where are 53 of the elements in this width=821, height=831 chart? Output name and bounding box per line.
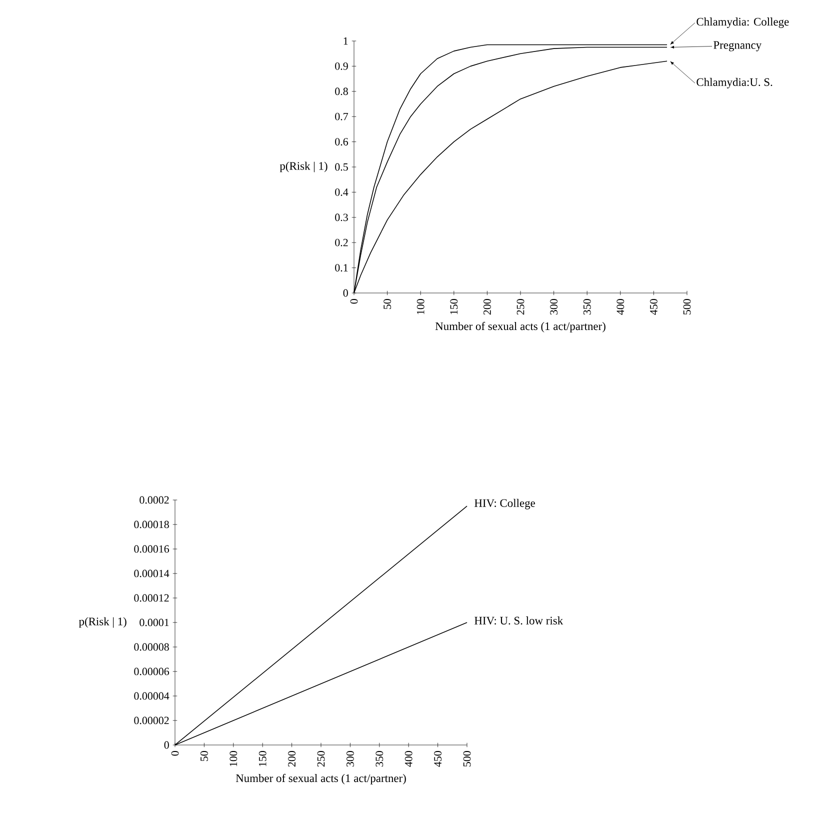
y-axis-title: p(Risk | 1)	[280, 162, 328, 172]
x-axis-title: Number of sexual acts (1 act/partner)	[236, 774, 406, 784]
x-tick-label: 250	[516, 299, 524, 315]
x-tick-label: 100	[416, 299, 424, 314]
x-tick-label: 50	[200, 751, 208, 761]
y-tick-label: 0	[343, 289, 348, 297]
y-tick-label: 1	[344, 37, 348, 45]
y-tick-label: 0.7	[335, 112, 348, 120]
x-tick-label: 300	[346, 751, 354, 767]
y-tick-label: 0.00018	[134, 520, 169, 528]
x-tick-label: 400	[404, 751, 412, 767]
y-tick-label: 0.00012	[134, 594, 169, 602]
x-tick-label: 450	[650, 299, 658, 315]
y-axis-title: p(Risk | 1)	[78, 617, 126, 628]
y-tick-label: 0.4	[335, 188, 348, 196]
y-tick-label: 0.6	[335, 138, 348, 146]
x-tick-label: 500	[683, 299, 691, 314]
y-tick-label: 0.00002	[134, 716, 169, 724]
y-tick-label: 0.00004	[134, 692, 170, 700]
x-axis-title: Number of sexual acts (1 act/partner)	[435, 322, 606, 332]
y-tick-label: 0.8	[335, 88, 348, 96]
x-tick-label: 500	[463, 751, 471, 766]
x-tick-label: 200	[288, 751, 296, 767]
x-tick-label: 100	[230, 751, 238, 766]
y-tick-label: 0.5	[335, 163, 348, 171]
text: Chlamydia:U. S.	[696, 78, 772, 88]
y-tick-label: 0.3	[335, 214, 348, 222]
y-tick-label: 0.0002	[140, 496, 169, 504]
y-tick-label: 0.00016	[134, 545, 170, 553]
x-tick-label: 350	[376, 751, 384, 767]
y-tick-label: 0.00014	[134, 570, 170, 578]
y-tick-label: 0.00006	[134, 668, 170, 676]
x-tick-label: 400	[616, 299, 624, 315]
x-tick-label: 350	[583, 299, 591, 315]
y-tick-label: 0.2	[335, 238, 348, 246]
y-tick-label: 0.00008	[134, 643, 169, 651]
text: Chlamydia: College	[696, 18, 789, 28]
x-tick-label: 150	[258, 751, 266, 766]
y-tick-label: 0	[164, 741, 169, 749]
legend-label: Pregnancy	[714, 41, 762, 52]
x-tick-label: 150	[450, 299, 458, 314]
y-tick-label: 0.9	[335, 62, 348, 70]
x-tick-label: 200	[484, 299, 491, 315]
x-tick-label: 250	[317, 751, 325, 767]
x-tick-label: 300	[550, 299, 558, 315]
x-tick-label: 0	[171, 751, 179, 756]
series-label: HIV: College	[474, 498, 535, 510]
x-tick-label: 450	[434, 751, 442, 767]
y-tick-label: 0.0001	[140, 618, 169, 626]
y-tick-label: 0.1	[335, 264, 348, 272]
x-tick-label: 0	[350, 299, 358, 304]
x-tick-label: 50	[384, 299, 391, 309]
series-label: HIV: U. S. low risk	[474, 616, 564, 625]
